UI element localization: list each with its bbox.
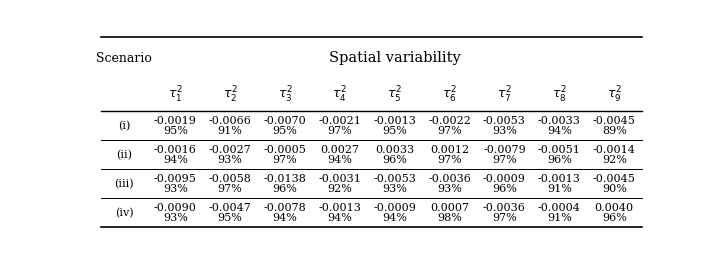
Text: -0.0090: -0.0090 (154, 203, 197, 213)
Text: 94%: 94% (327, 213, 352, 223)
Text: 96%: 96% (492, 184, 517, 194)
Text: 93%: 93% (163, 184, 188, 194)
Text: 91%: 91% (547, 213, 572, 223)
Text: $\tau^2_5$: $\tau^2_5$ (387, 85, 402, 105)
Text: -0.0027: -0.0027 (208, 145, 251, 155)
Text: 97%: 97% (492, 213, 517, 223)
Text: 94%: 94% (382, 213, 407, 223)
Text: 94%: 94% (327, 155, 352, 165)
Text: 91%: 91% (218, 126, 243, 136)
Text: -0.0070: -0.0070 (263, 116, 306, 126)
Text: 97%: 97% (327, 126, 352, 136)
Text: $\tau^2_6$: $\tau^2_6$ (442, 85, 457, 105)
Text: (ii): (ii) (116, 150, 132, 160)
Text: -0.0014: -0.0014 (593, 145, 636, 155)
Text: 92%: 92% (601, 155, 626, 165)
Text: $\tau^2_1$: $\tau^2_1$ (168, 85, 183, 105)
Text: 97%: 97% (218, 184, 243, 194)
Text: 95%: 95% (218, 213, 243, 223)
Text: 95%: 95% (382, 126, 407, 136)
Text: -0.0016: -0.0016 (154, 145, 197, 155)
Text: 91%: 91% (547, 184, 572, 194)
Text: -0.0022: -0.0022 (428, 116, 471, 126)
Text: 98%: 98% (437, 213, 462, 223)
Text: 94%: 94% (163, 155, 188, 165)
Text: 97%: 97% (437, 155, 462, 165)
Text: $\tau^2_8$: $\tau^2_8$ (552, 85, 566, 105)
Text: 96%: 96% (382, 155, 407, 165)
Text: (i): (i) (118, 121, 130, 131)
Text: -0.0013: -0.0013 (538, 174, 581, 184)
Text: -0.0009: -0.0009 (373, 203, 416, 213)
Text: 96%: 96% (601, 213, 626, 223)
Text: 93%: 93% (492, 126, 517, 136)
Text: -0.0013: -0.0013 (373, 116, 416, 126)
Text: -0.0036: -0.0036 (483, 203, 526, 213)
Text: 93%: 93% (382, 184, 407, 194)
Text: $\tau^2_2$: $\tau^2_2$ (223, 85, 238, 105)
Text: -0.0021: -0.0021 (319, 116, 362, 126)
Text: (iii): (iii) (115, 179, 134, 189)
Text: -0.0013: -0.0013 (319, 203, 362, 213)
Text: 95%: 95% (273, 126, 297, 136)
Text: $\tau^2_7$: $\tau^2_7$ (497, 85, 512, 105)
Text: -0.0079: -0.0079 (483, 145, 526, 155)
Text: -0.0036: -0.0036 (428, 174, 471, 184)
Text: (iv): (iv) (115, 208, 133, 218)
Text: 94%: 94% (273, 213, 297, 223)
Text: 96%: 96% (273, 184, 297, 194)
Text: -0.0095: -0.0095 (154, 174, 197, 184)
Text: -0.0005: -0.0005 (263, 145, 306, 155)
Text: 89%: 89% (601, 126, 626, 136)
Text: -0.0033: -0.0033 (538, 116, 581, 126)
Text: -0.0053: -0.0053 (373, 174, 416, 184)
Text: 93%: 93% (218, 155, 243, 165)
Text: -0.0053: -0.0053 (483, 116, 526, 126)
Text: -0.0138: -0.0138 (263, 174, 306, 184)
Text: -0.0058: -0.0058 (208, 174, 251, 184)
Text: -0.0009: -0.0009 (483, 174, 526, 184)
Text: -0.0047: -0.0047 (208, 203, 251, 213)
Text: 95%: 95% (163, 126, 188, 136)
Text: 0.0012: 0.0012 (430, 145, 469, 155)
Text: -0.0019: -0.0019 (154, 116, 197, 126)
Text: -0.0004: -0.0004 (538, 203, 581, 213)
Text: 97%: 97% (492, 155, 517, 165)
Text: 94%: 94% (547, 126, 572, 136)
Text: Scenario: Scenario (96, 52, 152, 65)
Text: -0.0031: -0.0031 (319, 174, 362, 184)
Text: 92%: 92% (327, 184, 352, 194)
Text: 0.0033: 0.0033 (375, 145, 415, 155)
Text: 97%: 97% (437, 126, 462, 136)
Text: 0.0007: 0.0007 (430, 203, 469, 213)
Text: 97%: 97% (273, 155, 297, 165)
Text: -0.0066: -0.0066 (208, 116, 251, 126)
Text: 90%: 90% (601, 184, 626, 194)
Text: 93%: 93% (163, 213, 188, 223)
Text: -0.0051: -0.0051 (538, 145, 581, 155)
Text: -0.0045: -0.0045 (593, 116, 636, 126)
Text: -0.0045: -0.0045 (593, 174, 636, 184)
Text: 0.0040: 0.0040 (594, 203, 634, 213)
Text: Spatial variability: Spatial variability (329, 51, 460, 65)
Text: -0.0078: -0.0078 (263, 203, 306, 213)
Text: $\tau^2_9$: $\tau^2_9$ (607, 85, 621, 105)
Text: 93%: 93% (437, 184, 462, 194)
Text: $\tau^2_4$: $\tau^2_4$ (332, 85, 347, 105)
Text: 96%: 96% (547, 155, 572, 165)
Text: $\tau^2_3$: $\tau^2_3$ (278, 85, 292, 105)
Text: 0.0027: 0.0027 (320, 145, 359, 155)
